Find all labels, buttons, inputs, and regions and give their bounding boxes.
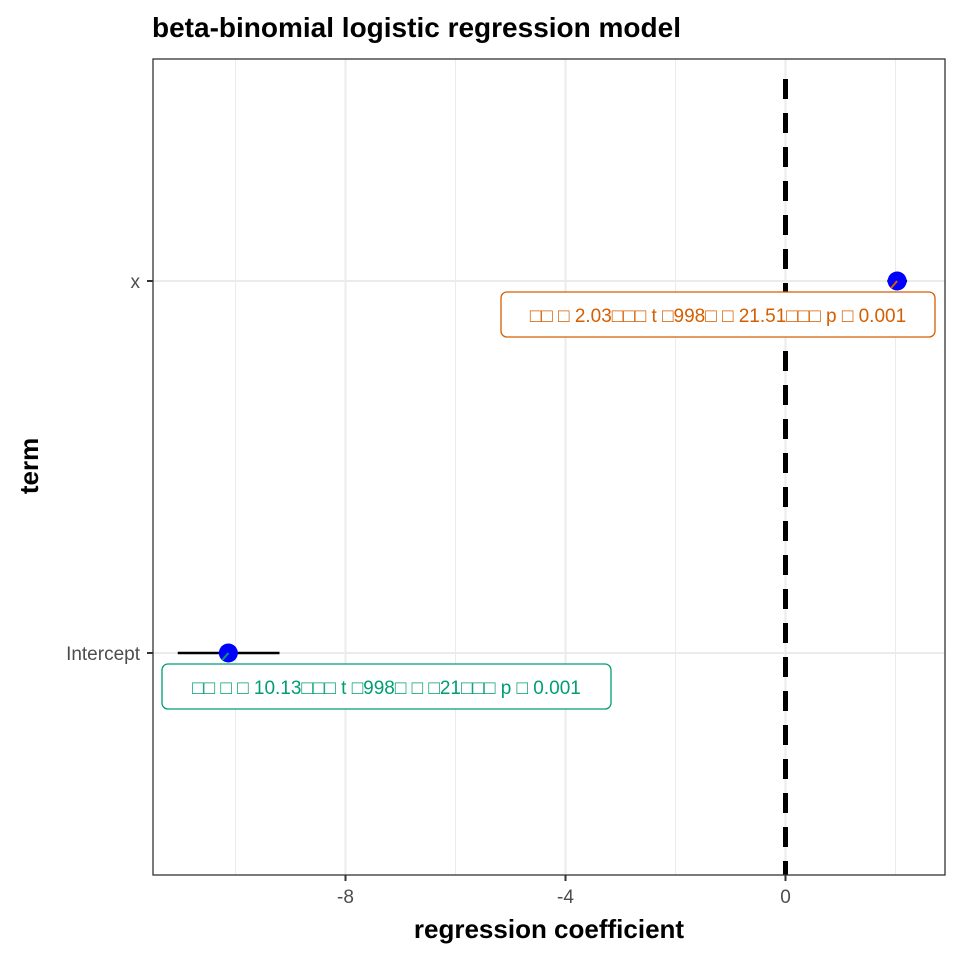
x-tick-label: -8	[337, 887, 354, 908]
plot-layer: □□ □ 2.03□□□ t □998□ □ 21.51□□□ p □ 0.00…	[66, 58, 946, 908]
chart-title: beta-binomial logistic regression model	[152, 12, 681, 43]
annotation-box-x	[500, 291, 936, 338]
plot-panel-border	[152, 58, 946, 876]
x-axis-title: regression coefficient	[414, 914, 685, 944]
x-tick-label: -4	[557, 887, 574, 908]
y-tick-label: Intercept	[66, 644, 141, 665]
label-leader-x	[890, 280, 898, 289]
label-leader-intercept	[221, 652, 230, 661]
y-tick-label: x	[131, 272, 141, 293]
plot-panel-background	[153, 59, 945, 875]
annotation-label-intercept: □□ □ □ 10.13□□□ t □998□ □ □21□□□ p □ 0.0…	[192, 678, 581, 699]
annotation-label-x: □□ □ 2.03□□□ t □998□ □ 21.51□□□ p □ 0.00…	[530, 306, 906, 327]
x-tick-label: 0	[780, 887, 791, 908]
annotation-box-intercept	[161, 663, 612, 710]
y-axis-title: term	[14, 438, 44, 494]
